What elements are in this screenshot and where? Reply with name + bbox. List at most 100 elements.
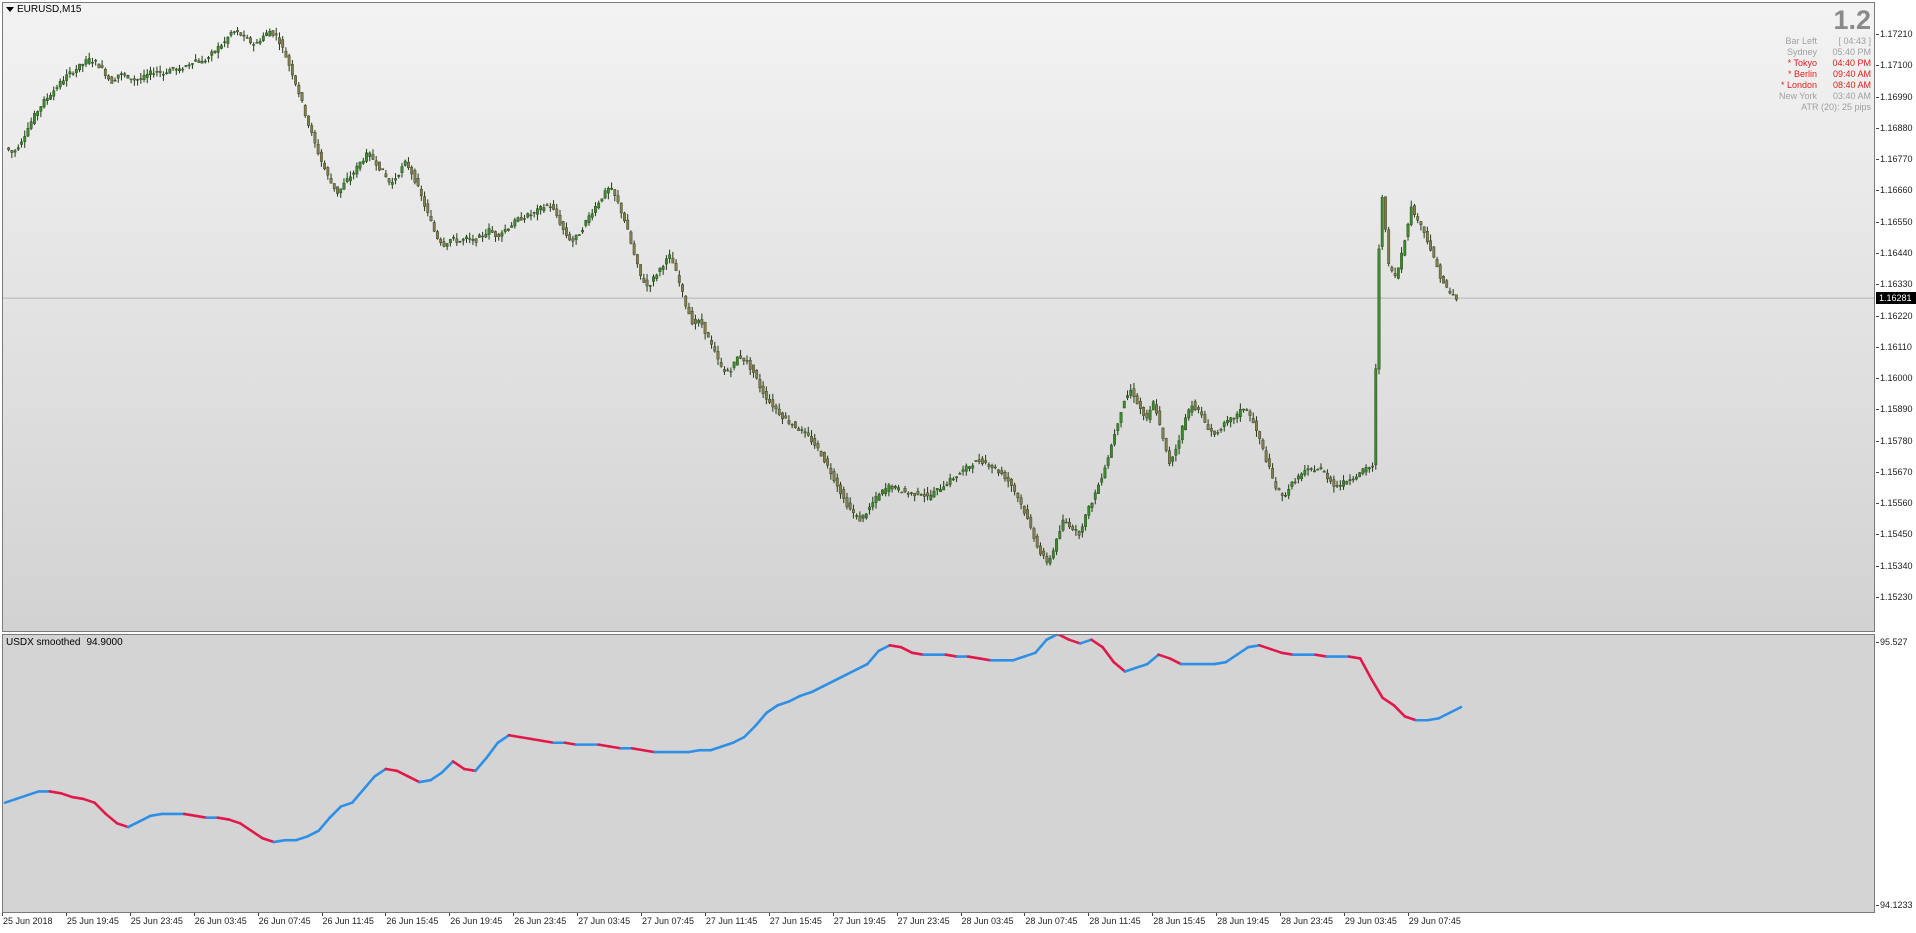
candle — [881, 489, 884, 496]
time-tick — [960, 913, 962, 916]
candle — [1200, 406, 1204, 419]
candle — [1248, 409, 1252, 422]
candle — [155, 66, 159, 77]
candle — [1174, 444, 1178, 462]
candle — [419, 185, 423, 201]
candle — [1203, 410, 1207, 424]
candle — [1358, 472, 1362, 478]
candle — [120, 71, 123, 81]
candle — [1435, 256, 1439, 268]
candle — [310, 122, 314, 136]
candle — [1403, 239, 1407, 257]
candle — [635, 253, 639, 268]
candle — [1306, 465, 1310, 476]
candle — [664, 255, 668, 270]
candle — [152, 67, 156, 78]
candle — [103, 67, 107, 79]
usdx-line-segment — [944, 653, 959, 658]
candle — [764, 386, 768, 405]
usdx-indicator-pane[interactable] — [2, 634, 1875, 913]
candle — [555, 203, 559, 219]
candle — [713, 341, 717, 353]
time-tick — [832, 913, 834, 916]
candle — [1232, 417, 1236, 425]
candle — [194, 54, 198, 62]
candle — [187, 62, 191, 70]
usdx-line-segment — [328, 805, 343, 819]
symbol-header[interactable]: EURUSD,M15 — [6, 4, 81, 15]
candle — [278, 32, 281, 51]
candle — [55, 84, 59, 92]
usdx-line-segment — [1090, 638, 1104, 649]
candle — [1374, 363, 1378, 470]
candle — [1309, 467, 1313, 472]
session-name: Bar Left — [1785, 36, 1817, 46]
candle — [706, 331, 710, 338]
candle — [829, 463, 833, 480]
candle — [668, 249, 672, 264]
candle — [349, 171, 352, 186]
candle — [1135, 393, 1139, 405]
candle — [839, 481, 842, 499]
candle — [87, 52, 91, 66]
candle — [723, 366, 726, 375]
current-price-label: 1.16281 — [1876, 292, 1916, 305]
usdx-line-segment — [709, 745, 724, 752]
candle — [768, 394, 771, 405]
usdx-line-segment — [373, 767, 388, 778]
candle — [1300, 472, 1304, 482]
candle — [513, 217, 517, 229]
candle — [610, 182, 613, 191]
usdx-line-segment — [1067, 638, 1082, 645]
price-axis-label: 1.16990 — [1880, 91, 1913, 102]
usdx-line-segment — [317, 816, 332, 833]
candle — [536, 204, 539, 221]
price-axis-label: 1.15450 — [1880, 529, 1913, 540]
candle — [568, 231, 572, 242]
candle — [729, 367, 733, 378]
candle — [303, 104, 307, 118]
usdx-line-segment — [149, 812, 164, 818]
chevron-down-icon[interactable] — [6, 7, 14, 12]
usdx-line-segment — [754, 711, 768, 728]
candle — [500, 230, 504, 242]
candle — [581, 227, 584, 234]
candle — [645, 273, 649, 292]
candle — [1255, 416, 1258, 437]
time-axis-label: 28 Jun 23:45 — [1281, 916, 1334, 926]
candle — [874, 491, 878, 509]
axis-tick — [1876, 471, 1879, 473]
candle — [1290, 481, 1294, 490]
price-axis[interactable]: 1.17210 1.17100 1.16990 1.16880 1.16770 1.166… — [1876, 0, 1916, 633]
time-axis-label: 25 Jun 2018 — [3, 916, 53, 926]
candle — [1445, 278, 1449, 289]
price-axis-label: 1.16770 — [1880, 154, 1913, 165]
usdx-line-segment — [1224, 653, 1239, 664]
candle — [526, 212, 530, 219]
usdx-line-segment — [429, 771, 444, 782]
candle — [448, 238, 452, 247]
candle — [1387, 226, 1391, 267]
candle — [1077, 530, 1081, 540]
candle — [1400, 247, 1403, 274]
candle — [1119, 412, 1123, 428]
candle — [245, 34, 249, 39]
candle — [929, 489, 933, 501]
time-tick — [193, 913, 195, 916]
candle — [1406, 222, 1410, 241]
candle — [552, 200, 555, 211]
price-chart-pane[interactable] — [2, 2, 1875, 632]
candle — [49, 92, 52, 101]
candle — [91, 57, 94, 68]
candle — [1267, 453, 1271, 470]
candle — [932, 486, 936, 498]
candle — [735, 356, 739, 366]
candle — [977, 453, 981, 465]
candle — [216, 42, 220, 59]
candle — [1000, 466, 1004, 476]
indicator-axis[interactable]: 95.527 94.1233 — [1876, 633, 1916, 915]
usdx-line-segment — [194, 814, 208, 819]
time-axis[interactable]: 25 Jun 2018 25 Jun 19:45 25 Jun 23:45 26 Ju… — [0, 913, 1876, 933]
candle — [168, 67, 172, 74]
